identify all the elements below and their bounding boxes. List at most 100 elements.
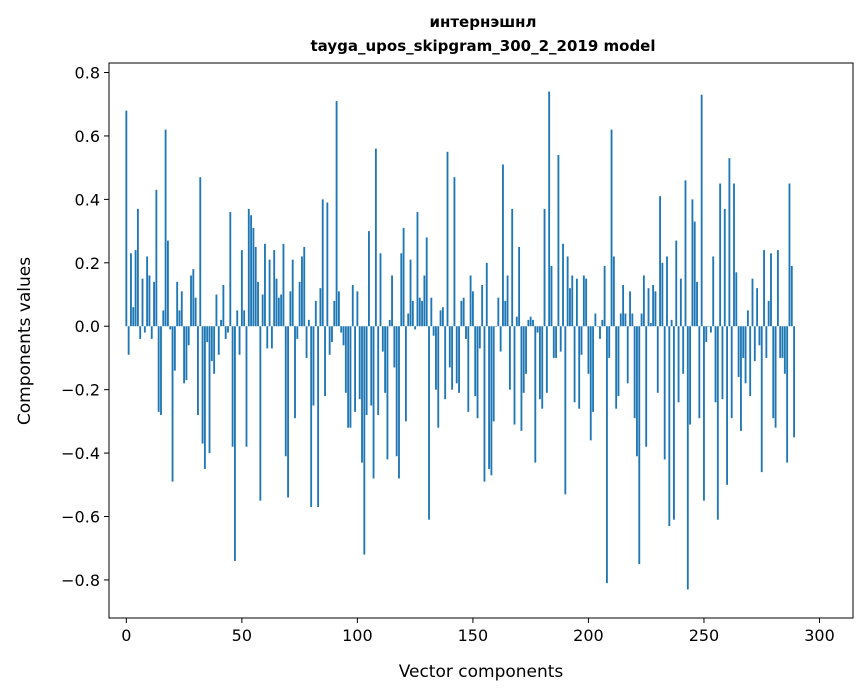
bar-87: [326, 202, 329, 327]
bar-275: [760, 326, 763, 473]
bar-258: [721, 326, 724, 400]
bar-19: [169, 326, 172, 330]
bar-253: [709, 326, 712, 333]
bar-77: [303, 246, 306, 327]
bar-27: [187, 326, 190, 346]
bar-17: [164, 129, 167, 327]
y-tick-label: 0.4: [75, 190, 100, 209]
bar-75: [298, 281, 301, 327]
bar-94: [342, 326, 345, 346]
bar-22: [176, 281, 179, 327]
bar-37: [210, 326, 213, 362]
bar-285: [783, 326, 786, 374]
bar-163: [502, 164, 504, 327]
bar-196: [578, 326, 581, 409]
bar-224: [642, 275, 645, 327]
bar-107: [372, 326, 375, 479]
bar-233: [663, 326, 666, 460]
bar-240: [679, 278, 682, 327]
bar-140: [448, 326, 451, 368]
bar-69: [284, 326, 287, 457]
bar-201: [589, 326, 592, 441]
bar-206: [601, 319, 604, 327]
bar-63: [270, 326, 273, 349]
bar-246: [693, 221, 696, 327]
bar-4: [134, 250, 137, 327]
bar-100: [356, 291, 359, 327]
bar-10: [148, 275, 151, 327]
bar-50: [240, 250, 243, 327]
bar-277: [765, 326, 768, 358]
bar-93: [340, 326, 343, 333]
bar-282: [776, 250, 779, 327]
y-tick-label: 0.6: [75, 127, 100, 146]
bar-219: [631, 313, 634, 327]
bar-176: [532, 319, 534, 327]
bar-117: [395, 326, 398, 457]
bar-84: [319, 288, 322, 327]
bar-41: [220, 319, 222, 327]
bar-85: [321, 199, 324, 327]
bar-57: [257, 281, 259, 327]
bar-274: [758, 326, 761, 346]
bar-280: [772, 326, 775, 419]
bar-112: [384, 326, 387, 393]
bar-195: [575, 278, 578, 327]
bar-245: [691, 199, 694, 327]
bar-149: [469, 275, 472, 327]
bar-178: [536, 326, 539, 333]
bar-142: [453, 177, 456, 327]
bar-51: [243, 310, 246, 327]
bar-289: [793, 326, 796, 438]
bar-74: [296, 326, 299, 339]
bar-215: [622, 285, 625, 327]
bar-12: [153, 281, 155, 327]
bar-262: [730, 326, 733, 419]
bar-133: [432, 326, 435, 336]
bar-199: [585, 278, 588, 327]
bar-131: [428, 326, 430, 520]
bar-137: [441, 307, 444, 327]
bar-266: [740, 326, 742, 431]
bar-45: [229, 212, 232, 327]
bar-180: [541, 326, 544, 409]
bar-276: [763, 250, 765, 327]
bar-95: [344, 326, 347, 393]
bar-91: [335, 101, 338, 327]
bar-175: [529, 316, 532, 327]
bar-184: [550, 265, 553, 327]
bar-132: [430, 297, 433, 327]
bar-111: [381, 326, 384, 352]
bar-128: [421, 300, 424, 327]
bar-125: [414, 326, 417, 330]
bar-76: [301, 256, 303, 327]
bar-65: [275, 278, 278, 327]
bar-146: [462, 297, 465, 327]
bar-165: [506, 275, 509, 327]
bar-287: [788, 183, 791, 327]
bar-90: [333, 300, 336, 327]
bar-60: [264, 243, 266, 327]
bar-83: [317, 326, 320, 507]
bar-108: [374, 148, 377, 327]
bar-234: [666, 256, 668, 327]
bar-181: [543, 208, 546, 327]
y-axis-ticks: −0.8 −0.6 −0.4 −0.2 0.0 0.2 0.4 0.6 0.8: [61, 64, 109, 590]
bar-38: [213, 326, 216, 374]
bar-18: [167, 240, 169, 327]
bar-97: [349, 326, 352, 428]
bar-281: [774, 326, 777, 428]
x-tick-label: 50: [232, 626, 252, 645]
bar-212: [615, 326, 618, 409]
bar-173: [525, 326, 527, 374]
bar-3: [132, 307, 135, 327]
bar-123: [409, 259, 412, 327]
bar-47: [234, 326, 236, 561]
bar-80: [310, 326, 313, 507]
bar-78: [305, 326, 308, 358]
bar-119: [400, 253, 403, 327]
bar-96: [347, 326, 350, 428]
bar-115: [391, 275, 393, 327]
bar-36: [208, 326, 211, 454]
bar-8: [143, 326, 146, 333]
